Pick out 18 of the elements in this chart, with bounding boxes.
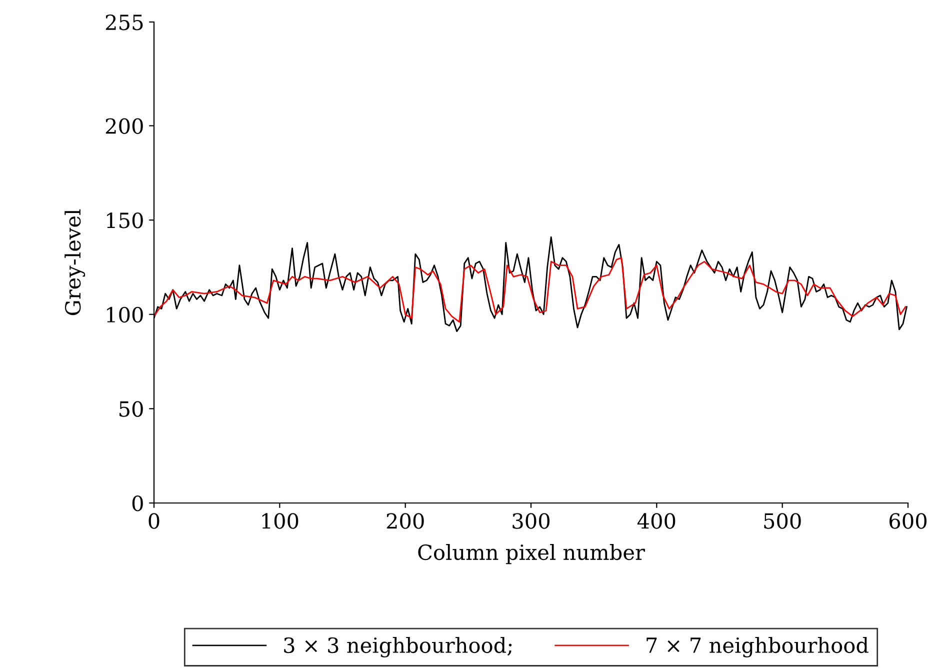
y-axis-title: Grey-level	[64, 209, 86, 316]
x-tick-label: 200	[386, 513, 424, 529]
x-axis-title: Column pixel number	[418, 544, 645, 564]
x-tick-label: 500	[764, 513, 801, 529]
x-tick-label: 300	[512, 513, 550, 529]
y-tick-label: 0	[132, 495, 143, 512]
legend-label: 3 × 3 neighbourhood;	[284, 636, 512, 658]
line-series	[154, 257, 906, 323]
x-tick-label: 100	[262, 513, 298, 529]
x-tick-label: 400	[637, 513, 676, 529]
x-tick-label: 0	[148, 513, 160, 529]
y-tick-label: 150	[107, 212, 143, 228]
legend-label: 7 × 7 neighbourhood	[646, 636, 868, 658]
y-tick-label: 255	[106, 14, 143, 30]
y-tick-label: 100	[107, 306, 143, 323]
x-tick-label: 600	[890, 513, 926, 529]
y-tick-label: 50	[120, 401, 143, 417]
y-tick-label: 200	[106, 118, 143, 134]
